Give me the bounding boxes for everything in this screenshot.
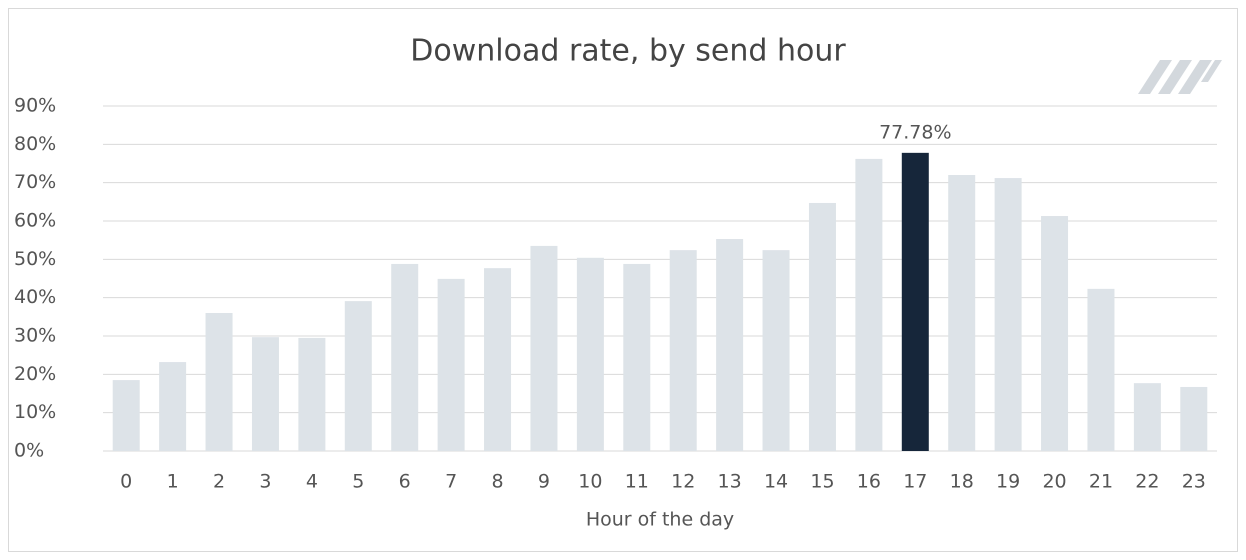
x-tick-label: 15: [810, 471, 834, 493]
x-tick-label: 20: [1042, 471, 1066, 493]
bar: [576, 257, 604, 451]
x-tick-label: 13: [718, 471, 742, 493]
x-tick-label: 2: [213, 471, 225, 493]
data-label: 77.78%: [879, 121, 951, 143]
y-tick-label: 60%: [14, 210, 56, 232]
x-tick-label: 11: [625, 471, 649, 493]
x-tick-label: 8: [491, 471, 503, 493]
bar: [855, 158, 883, 451]
bar: [205, 313, 233, 451]
x-tick-label: 21: [1089, 471, 1113, 493]
x-tick-label: 14: [764, 471, 788, 493]
y-tick-label: 90%: [14, 95, 56, 117]
bar: [391, 263, 419, 451]
y-tick-label: 20%: [14, 363, 56, 385]
x-tick-label: 6: [399, 471, 411, 493]
bar: [344, 301, 372, 451]
bar: [159, 362, 187, 451]
bar: [530, 245, 558, 451]
bar: [1087, 288, 1115, 451]
x-tick-label: 12: [671, 471, 695, 493]
bar: [1133, 383, 1161, 451]
x-tick-label: 23: [1182, 471, 1206, 493]
y-tick-label: 50%: [14, 248, 56, 270]
x-tick-label: 18: [950, 471, 974, 493]
bar: [1041, 216, 1069, 451]
x-tick-label: 5: [352, 471, 364, 493]
bar: [901, 152, 929, 452]
x-tick-label: 0: [120, 471, 132, 493]
bar: [808, 202, 836, 451]
x-tick-label: 7: [445, 471, 457, 493]
x-tick-label: 10: [578, 471, 602, 493]
bar: [669, 250, 697, 451]
y-tick-label: 40%: [14, 286, 56, 308]
bar: [716, 239, 744, 451]
bar: [251, 337, 279, 451]
bar: [437, 278, 465, 451]
x-tick-label: 17: [903, 471, 927, 493]
x-axis-title: Hour of the day: [586, 509, 734, 531]
x-tick-label: 22: [1135, 471, 1159, 493]
x-tick-label: 3: [259, 471, 271, 493]
x-tick-label: 1: [167, 471, 179, 493]
x-tick-label: 9: [538, 471, 550, 493]
logo: [1138, 60, 1222, 94]
chart-title: Download rate, by send hour: [410, 34, 846, 69]
bar: [484, 268, 512, 451]
bar: [623, 263, 651, 451]
bar: [298, 337, 326, 451]
bar: [1180, 386, 1208, 451]
y-tick-label: 80%: [14, 133, 56, 155]
x-tick-label: 19: [996, 471, 1020, 493]
y-tick-label: 10%: [14, 401, 56, 423]
y-tick-label: 70%: [14, 171, 56, 193]
x-tick-label: 16: [857, 471, 881, 493]
bar: [762, 250, 790, 451]
y-tick-label: 30%: [14, 325, 56, 347]
x-tick-label: 4: [306, 471, 318, 493]
y-tick-label: 0%: [14, 440, 44, 462]
bar: [994, 178, 1022, 452]
bar: [948, 175, 976, 451]
frame: [8, 8, 1238, 552]
bar: [112, 380, 140, 451]
